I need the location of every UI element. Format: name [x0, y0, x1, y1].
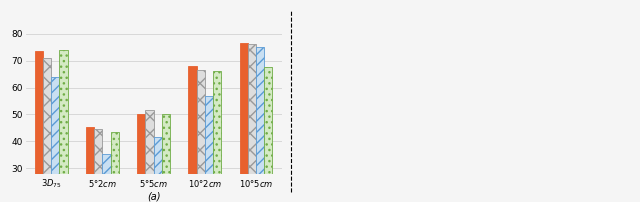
Bar — [188, 66, 196, 202]
Bar — [196, 70, 205, 202]
Bar — [51, 77, 60, 202]
Bar — [145, 110, 154, 202]
Bar — [248, 44, 256, 202]
Bar — [264, 67, 273, 202]
Bar — [162, 115, 170, 202]
Bar — [111, 132, 119, 202]
Bar — [102, 154, 111, 202]
Bar — [137, 115, 145, 202]
Text: (a): (a) — [147, 192, 161, 202]
Bar — [205, 96, 213, 202]
Bar — [60, 50, 68, 202]
Bar — [256, 47, 264, 202]
Bar — [154, 137, 162, 202]
Bar — [35, 51, 43, 202]
Bar — [239, 43, 248, 202]
Bar — [86, 127, 94, 202]
Bar — [94, 129, 102, 202]
Bar — [43, 58, 51, 202]
Bar — [213, 71, 221, 202]
Legend: Default, Noise, Fixed, w/o Deformation: Default, Noise, Fixed, w/o Deformation — [10, 0, 227, 1]
